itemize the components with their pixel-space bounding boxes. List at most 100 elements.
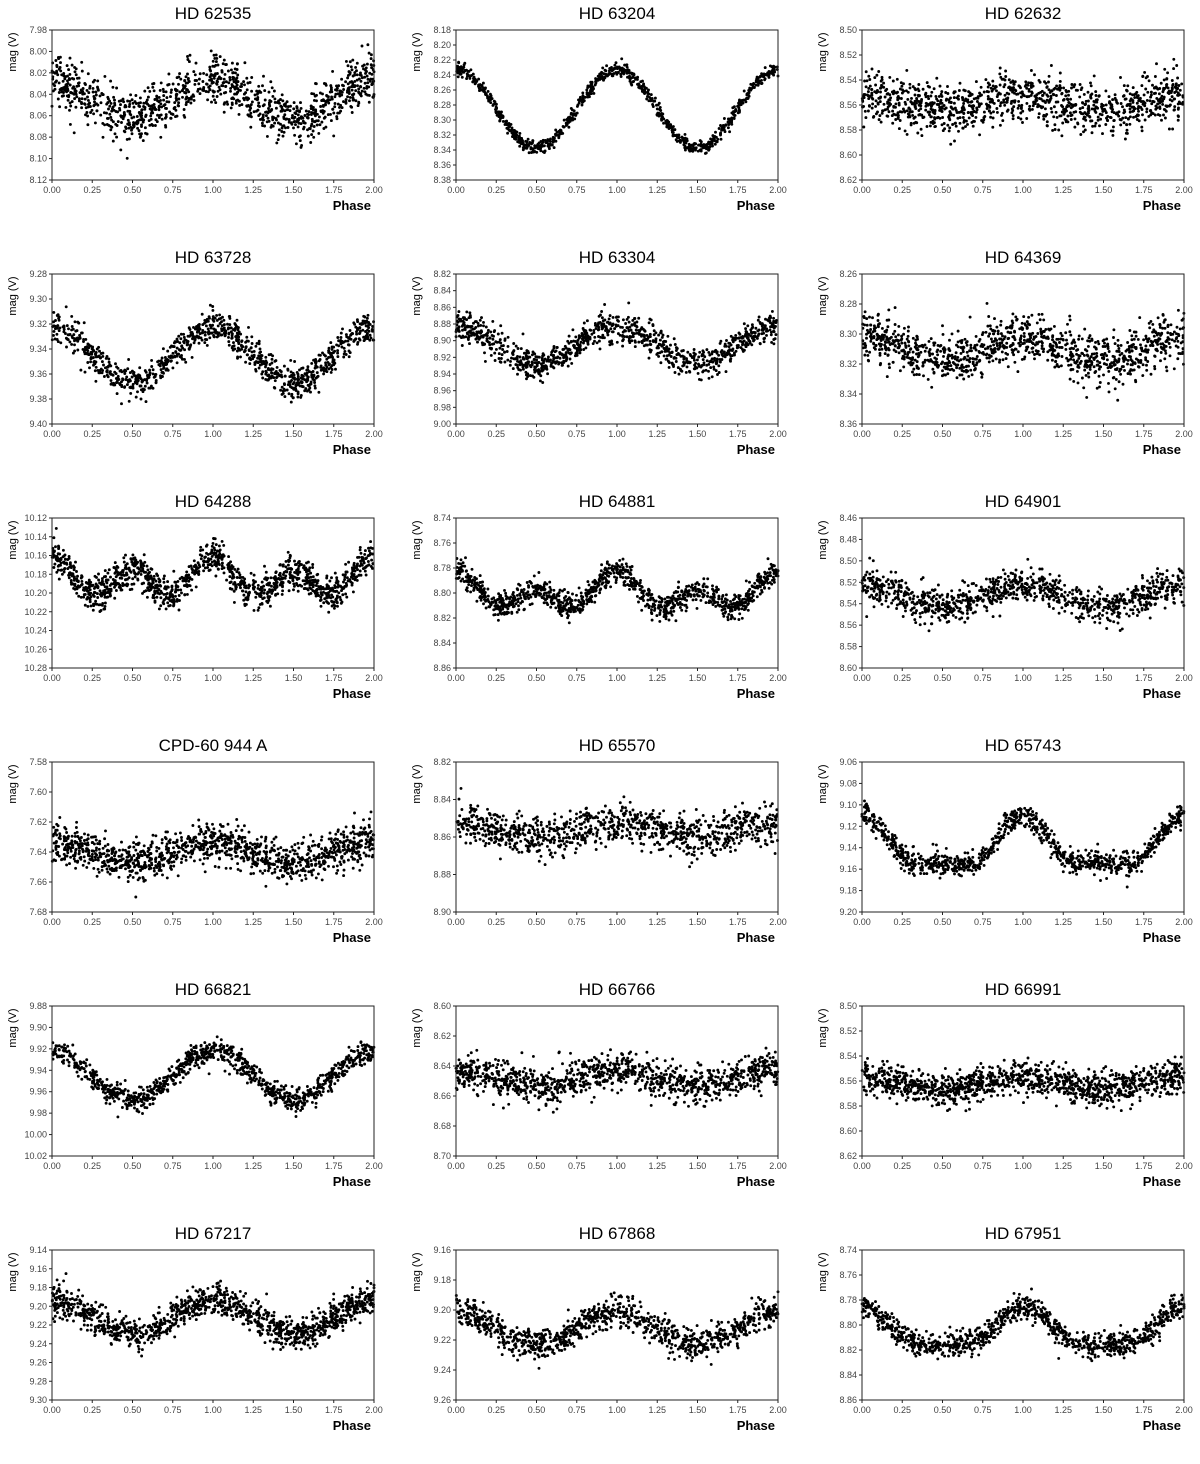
data-point xyxy=(918,94,921,97)
data-point xyxy=(179,78,182,81)
data-point xyxy=(221,324,224,327)
data-point xyxy=(867,90,870,93)
data-point xyxy=(1108,100,1111,103)
data-point xyxy=(354,66,357,69)
data-point xyxy=(908,115,911,118)
data-point xyxy=(145,371,148,374)
data-point xyxy=(206,318,209,321)
data-point xyxy=(529,147,532,150)
data-point xyxy=(191,356,194,359)
data-point xyxy=(96,355,99,358)
data-point xyxy=(283,365,286,368)
data-point xyxy=(170,91,173,94)
data-point xyxy=(108,361,111,364)
data-point xyxy=(154,124,157,127)
data-point xyxy=(72,78,75,81)
data-point xyxy=(899,88,902,91)
data-point xyxy=(1050,89,1053,92)
data-point xyxy=(463,63,466,66)
data-point xyxy=(643,91,646,94)
x-tick-label: 1.00 xyxy=(204,429,222,439)
data-point xyxy=(209,68,212,71)
data-point xyxy=(527,138,530,141)
data-point xyxy=(604,76,607,79)
data-point xyxy=(229,87,232,90)
data-point xyxy=(60,90,63,93)
data-point xyxy=(226,101,229,104)
data-point xyxy=(517,347,520,350)
data-point xyxy=(329,113,332,116)
data-point xyxy=(497,333,500,336)
data-point xyxy=(1101,132,1104,135)
data-point xyxy=(1010,111,1013,114)
data-point xyxy=(581,94,584,97)
data-point xyxy=(303,114,306,117)
y-tick-label: 8.50 xyxy=(839,25,857,35)
data-point xyxy=(733,354,736,357)
data-point xyxy=(309,141,312,144)
data-point xyxy=(214,64,217,67)
data-point xyxy=(331,70,334,73)
data-point xyxy=(1131,110,1134,113)
data-point xyxy=(563,119,566,122)
data-point xyxy=(891,122,894,125)
data-point xyxy=(229,90,232,93)
data-point xyxy=(1076,122,1079,125)
data-point xyxy=(1060,134,1063,137)
data-point xyxy=(153,103,156,106)
data-point xyxy=(669,344,672,347)
data-point xyxy=(1004,75,1007,78)
data-point xyxy=(698,351,701,354)
data-point xyxy=(553,146,556,149)
data-point xyxy=(205,83,208,86)
data-point xyxy=(322,127,325,130)
data-point xyxy=(258,357,261,360)
data-point xyxy=(613,67,616,70)
data-point xyxy=(58,326,61,329)
data-point xyxy=(498,120,501,123)
data-point xyxy=(289,385,292,388)
data-point xyxy=(953,96,956,99)
data-point xyxy=(132,116,135,119)
y-tick-label: 8.04 xyxy=(29,89,47,99)
data-point xyxy=(710,141,713,144)
data-point xyxy=(464,335,467,338)
data-point xyxy=(161,361,164,364)
data-point xyxy=(1109,116,1112,119)
data-point xyxy=(491,338,494,341)
data-point xyxy=(177,104,180,107)
data-point xyxy=(1123,84,1126,87)
data-point xyxy=(117,120,120,123)
data-point xyxy=(1050,64,1053,67)
data-point xyxy=(138,374,141,377)
data-point xyxy=(1108,95,1111,98)
data-points xyxy=(455,57,779,154)
data-point xyxy=(917,83,920,86)
data-point xyxy=(991,126,994,129)
data-point xyxy=(930,91,933,94)
data-point xyxy=(164,107,167,110)
data-point xyxy=(69,105,72,108)
data-point xyxy=(1097,119,1100,122)
data-point xyxy=(999,93,1002,96)
data-point xyxy=(67,338,70,341)
data-point xyxy=(277,115,280,118)
data-point xyxy=(120,115,123,118)
data-point xyxy=(1031,92,1034,95)
data-point xyxy=(261,377,264,380)
data-point xyxy=(999,104,1002,107)
data-point xyxy=(76,349,79,352)
data-point xyxy=(115,136,118,139)
data-point xyxy=(717,354,720,357)
data-point xyxy=(1126,103,1129,106)
data-point xyxy=(897,117,900,120)
data-point xyxy=(124,378,127,381)
data-point xyxy=(352,340,355,343)
data-point xyxy=(253,350,256,353)
data-point xyxy=(162,90,165,93)
data-point xyxy=(620,75,623,78)
data-point xyxy=(696,358,699,361)
data-point xyxy=(729,118,732,121)
data-point xyxy=(277,138,280,141)
